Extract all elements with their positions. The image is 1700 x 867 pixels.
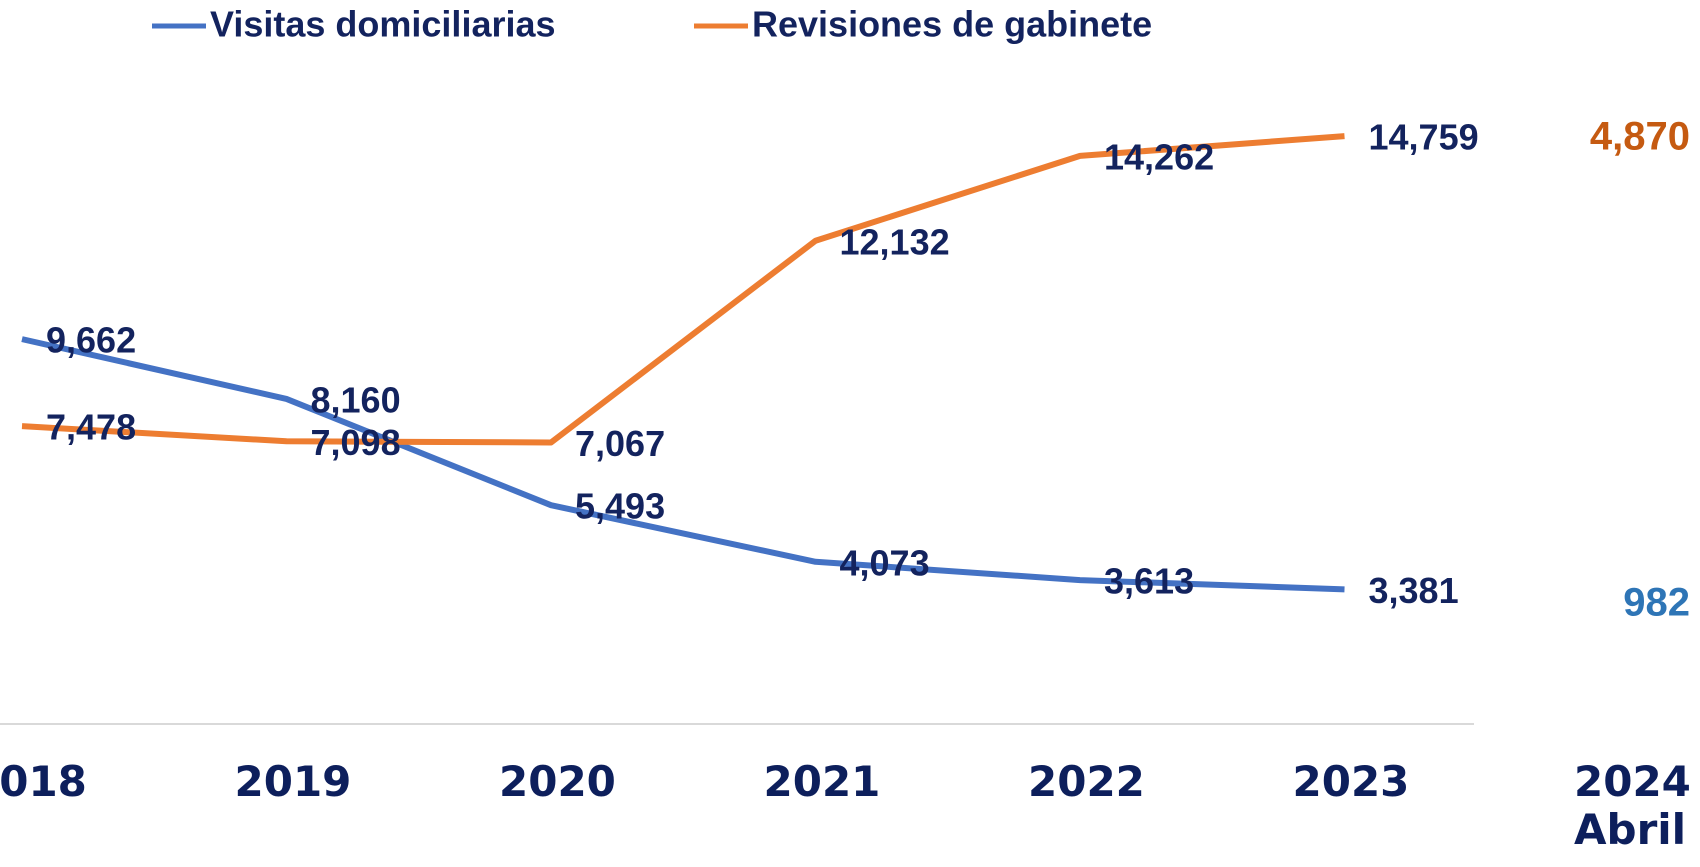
legend-label: Visitas domiciliarias: [210, 4, 556, 45]
data-label: 7,478: [46, 407, 136, 448]
data-label: 14,759: [1369, 117, 1479, 158]
data-label: 9,662: [46, 320, 136, 361]
data-label: 12,132: [840, 221, 950, 262]
data-label: 14,262: [1104, 136, 1214, 177]
data-label: 8,160: [311, 379, 401, 420]
data-label: 4,073: [840, 542, 930, 583]
x-tick-label: 2018: [0, 757, 87, 806]
x-tick-label: 2023: [1292, 757, 1410, 806]
legend-label: Revisiones de gabinete: [752, 4, 1152, 45]
x-tick-label: 2019: [234, 757, 352, 806]
partial-value-label: 982: [1623, 581, 1690, 625]
series-line: [21, 133, 1345, 446]
x-tick-label: 2021: [763, 757, 881, 806]
x-tick-label: 2020: [499, 757, 616, 806]
partial-value-label: 4,870: [1590, 115, 1690, 159]
data-label: 3,613: [1104, 561, 1194, 602]
data-label: 7,067: [575, 423, 665, 464]
data-label: 5,493: [575, 486, 665, 527]
data-label: 7,098: [311, 422, 401, 463]
x-tick-label: 2022: [1028, 757, 1145, 806]
x-tick-label: 2024 Abril: [1574, 757, 1691, 854]
series-line: [21, 336, 1345, 593]
data-label: 3,381: [1369, 570, 1459, 611]
